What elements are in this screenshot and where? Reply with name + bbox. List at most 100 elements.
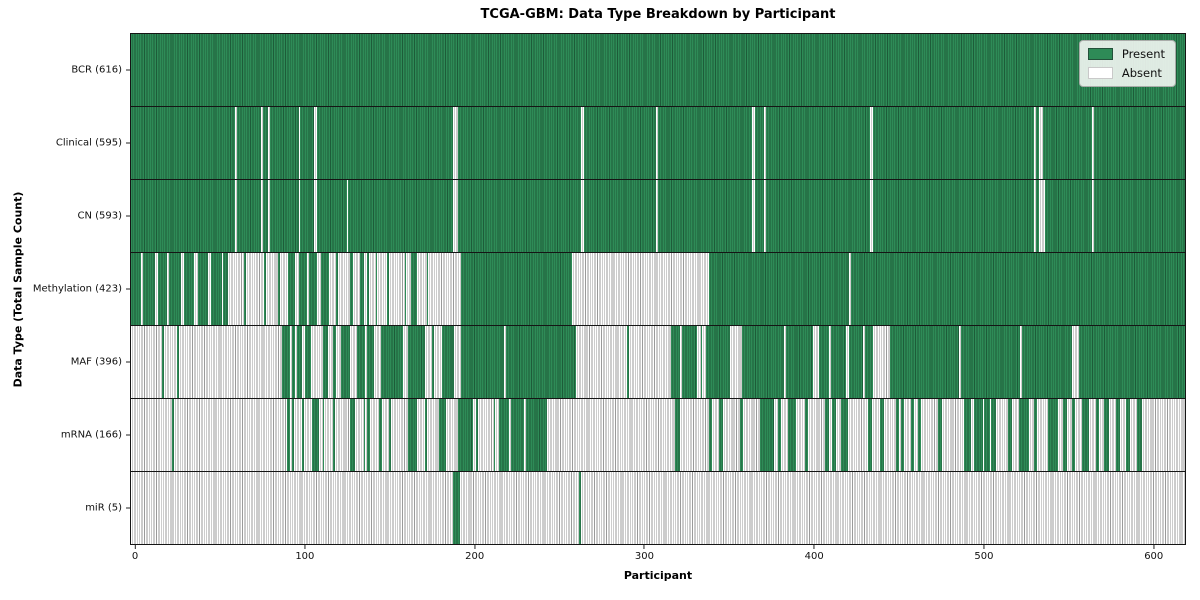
- absent-segment: [1129, 399, 1137, 471]
- absent-segment: [307, 253, 309, 325]
- present-segment: [300, 180, 315, 252]
- absent-segment: [1020, 326, 1023, 398]
- absent-segment: [473, 399, 477, 471]
- absent-segment: [774, 399, 778, 471]
- y-tick-label: BCR (616): [71, 64, 122, 76]
- x-tick-500: 500: [974, 545, 994, 562]
- present-segment: [380, 326, 403, 398]
- absent-segment: [813, 326, 819, 398]
- absent-segment: [452, 180, 458, 252]
- x-tick-300: 300: [635, 545, 654, 562]
- row-clinical: [131, 107, 1185, 180]
- absent-segment: [870, 107, 874, 179]
- absent-segment: [989, 399, 992, 471]
- present-segment: [375, 253, 378, 325]
- present-segment: [765, 180, 870, 252]
- absent-segment: [267, 180, 270, 252]
- present-segment: [963, 399, 971, 471]
- present-segment: [341, 326, 350, 398]
- present-segment: [426, 253, 429, 325]
- y-tick-mark: [126, 69, 130, 71]
- present-segment: [360, 253, 364, 325]
- x-axis: 0 100 200 300 400 500 600: [130, 545, 1186, 569]
- absent-segment: [327, 326, 333, 398]
- absent-segment: [1039, 107, 1043, 179]
- absent-segment: [245, 253, 265, 325]
- y-tick-mark: [126, 507, 130, 509]
- absent-segment: [495, 399, 499, 471]
- present-segment: [161, 326, 164, 398]
- present-segment: [349, 399, 356, 471]
- present-segment: [1081, 399, 1089, 471]
- present-segment: [278, 253, 280, 325]
- present-segment: [890, 326, 959, 398]
- absent-segment: [298, 180, 301, 252]
- y-tick-clinical: Clinical (595): [56, 137, 130, 148]
- present-segment: [298, 253, 308, 325]
- absent-segment: [279, 253, 289, 325]
- absent-segment: [921, 399, 939, 471]
- absent-segment: [180, 253, 184, 325]
- absent-segment: [131, 326, 162, 398]
- legend-swatch-absent-icon: [1087, 67, 1113, 79]
- absent-segment: [941, 399, 964, 471]
- absent-segment: [365, 326, 367, 398]
- absent-segment: [743, 399, 761, 471]
- absent-segment: [871, 399, 881, 471]
- absent-segment: [426, 399, 439, 471]
- absent-segment: [389, 253, 405, 325]
- present-segment: [991, 399, 997, 471]
- present-segment: [457, 180, 581, 252]
- present-segment: [709, 399, 713, 471]
- row-cn: [131, 180, 1185, 253]
- y-tick-maf: MAF (396): [71, 357, 130, 368]
- present-segment: [296, 326, 303, 398]
- chart-title: TCGA-GBM: Data Type Breakdown by Partici…: [480, 7, 836, 22]
- y-tick-cn: CN (593): [77, 210, 130, 221]
- present-segment: [880, 399, 884, 471]
- absent-segment: [656, 180, 658, 252]
- present-segment: [317, 107, 453, 179]
- absent-segment: [1071, 326, 1079, 398]
- absent-segment: [1109, 399, 1117, 471]
- absent-segment: [194, 253, 198, 325]
- absent-segment: [1039, 180, 1045, 252]
- absent-segment: [402, 326, 409, 398]
- absent-segment: [166, 253, 169, 325]
- absent-segment: [363, 253, 367, 325]
- present-segment: [1047, 399, 1058, 471]
- absent-segment: [478, 399, 494, 471]
- absent-segment: [575, 326, 627, 398]
- absent-segment: [572, 253, 710, 325]
- present-segment: [269, 107, 299, 179]
- row-bcr: [131, 34, 1185, 107]
- absent-segment: [370, 399, 379, 471]
- absent-segment: [445, 399, 458, 471]
- present-segment: [1094, 107, 1185, 179]
- x-tick-label: 100: [295, 551, 315, 562]
- absent-segment: [958, 326, 961, 398]
- absent-segment: [425, 326, 432, 398]
- present-segment: [322, 326, 328, 398]
- absent-segment: [302, 326, 306, 398]
- x-tick-mark: [304, 545, 306, 549]
- absent-segment: [863, 326, 865, 398]
- present-segment: [849, 326, 864, 398]
- present-segment: [302, 399, 304, 471]
- x-tick-label: 200: [465, 551, 485, 562]
- absent-segment: [290, 326, 292, 398]
- present-segment: [1126, 399, 1130, 471]
- absent-segment: [898, 399, 901, 471]
- present-segment: [1095, 399, 1100, 471]
- present-segment: [177, 326, 179, 398]
- absent-segment: [266, 253, 279, 325]
- present-segment: [900, 399, 905, 471]
- present-segment: [291, 399, 294, 471]
- present-segment: [1035, 107, 1040, 179]
- absent-segment: [452, 107, 458, 179]
- absent-segment: [1028, 399, 1035, 471]
- absent-segment: [406, 253, 412, 325]
- absent-segment: [1034, 107, 1036, 179]
- absent-segment: [295, 253, 299, 325]
